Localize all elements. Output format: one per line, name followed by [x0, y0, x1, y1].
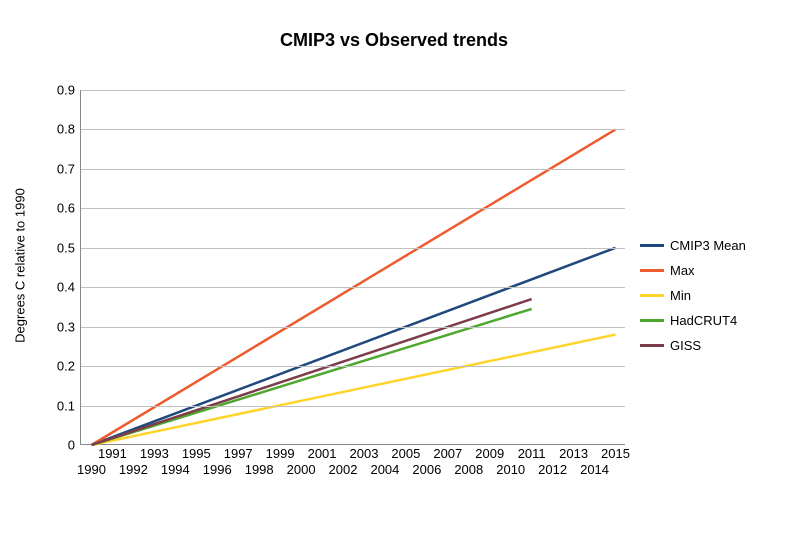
series-line	[91, 309, 531, 445]
x-tick-label: 1992	[119, 462, 148, 477]
chart-container: CMIP3 vs Observed trends Degrees C relat…	[0, 0, 788, 547]
legend-swatch	[640, 344, 664, 347]
legend: CMIP3 Mean Max Min HadCRUT4 GISS	[640, 238, 746, 363]
x-tick-label: 1995	[182, 446, 211, 461]
x-tick-label: 2015	[601, 446, 630, 461]
x-tick-label: 2012	[538, 462, 567, 477]
legend-item: HadCRUT4	[640, 313, 746, 328]
gridline	[81, 287, 625, 288]
gridline	[81, 208, 625, 209]
x-tick-label: 2008	[454, 462, 483, 477]
y-tick-label: 0.7	[57, 161, 75, 176]
x-tick-label: 2007	[433, 446, 462, 461]
legend-item: CMIP3 Mean	[640, 238, 746, 253]
gridline	[81, 327, 625, 328]
plot-area: 00.10.20.30.40.50.60.70.80.9199019911992…	[80, 90, 625, 445]
x-tick-label: 2001	[308, 446, 337, 461]
legend-swatch	[640, 269, 664, 272]
x-tick-label: 2002	[329, 462, 358, 477]
x-tick-label: 2009	[475, 446, 504, 461]
x-tick-label: 1997	[224, 446, 253, 461]
x-tick-label: 1999	[266, 446, 295, 461]
legend-swatch	[640, 319, 664, 322]
legend-label: GISS	[670, 338, 701, 353]
series-line	[91, 335, 615, 445]
y-axis-label: Degrees C relative to 1990	[13, 175, 28, 355]
x-tick-label: 1990	[77, 462, 106, 477]
series-line	[91, 248, 615, 445]
chart-lines-svg	[81, 90, 626, 445]
gridline	[81, 406, 625, 407]
legend-label: Min	[670, 288, 691, 303]
y-tick-label: 0.8	[57, 122, 75, 137]
x-tick-label: 1991	[98, 446, 127, 461]
y-tick-label: 0	[68, 438, 75, 453]
legend-swatch	[640, 294, 664, 297]
y-tick-label: 0.3	[57, 319, 75, 334]
x-tick-label: 2003	[350, 446, 379, 461]
x-tick-label: 2011	[518, 446, 546, 461]
legend-item: Min	[640, 288, 746, 303]
y-tick-label: 0.1	[57, 398, 75, 413]
legend-label: Max	[670, 263, 695, 278]
gridline	[81, 129, 625, 130]
x-tick-label: 2006	[412, 462, 441, 477]
x-tick-label: 2000	[287, 462, 316, 477]
x-tick-label: 2013	[559, 446, 588, 461]
legend-item: Max	[640, 263, 746, 278]
x-tick-label: 1996	[203, 462, 232, 477]
y-tick-label: 0.9	[57, 83, 75, 98]
x-tick-label: 2010	[496, 462, 525, 477]
x-tick-label: 1998	[245, 462, 274, 477]
gridline	[81, 169, 625, 170]
x-tick-label: 1994	[161, 462, 190, 477]
series-line	[91, 299, 531, 445]
chart-title: CMIP3 vs Observed trends	[0, 30, 788, 51]
gridline	[81, 366, 625, 367]
x-tick-label: 2014	[580, 462, 609, 477]
gridline	[81, 90, 625, 91]
y-tick-label: 0.4	[57, 280, 75, 295]
x-tick-label: 2004	[370, 462, 399, 477]
legend-label: CMIP3 Mean	[670, 238, 746, 253]
legend-label: HadCRUT4	[670, 313, 737, 328]
x-tick-label: 1993	[140, 446, 169, 461]
y-tick-label: 0.2	[57, 359, 75, 374]
x-tick-label: 2005	[391, 446, 420, 461]
y-tick-label: 0.5	[57, 240, 75, 255]
legend-item: GISS	[640, 338, 746, 353]
gridline	[81, 248, 625, 249]
y-tick-label: 0.6	[57, 201, 75, 216]
legend-swatch	[640, 244, 664, 247]
